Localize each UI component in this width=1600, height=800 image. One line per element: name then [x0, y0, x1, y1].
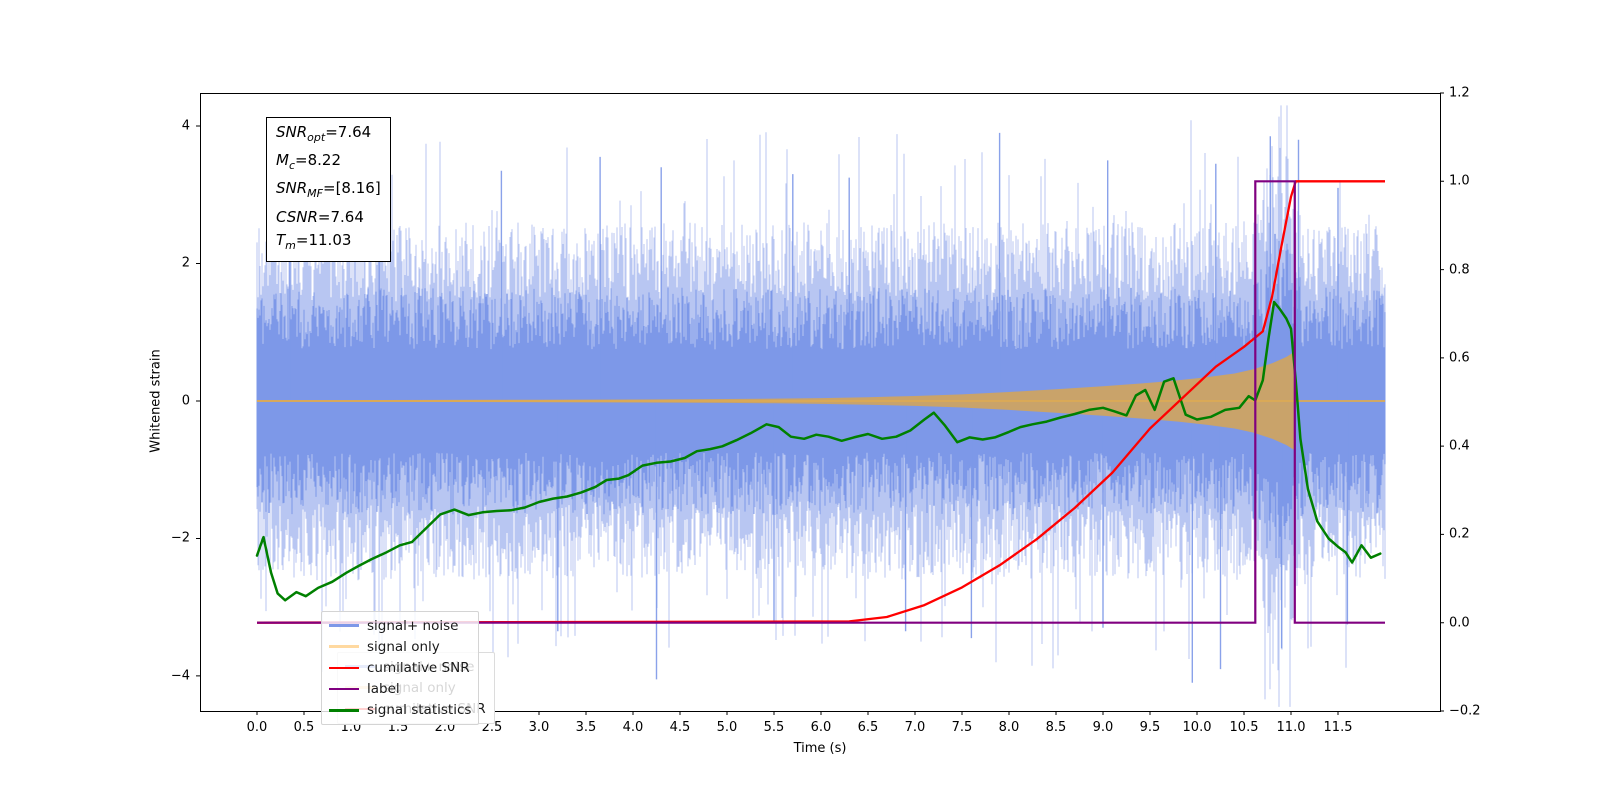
annotation-value: =7.64 [317, 207, 364, 226]
y-tick-label-left: 4 [181, 118, 190, 134]
annotation-var: CSNR [276, 207, 318, 226]
x-tick-label: 8.5 [1045, 720, 1067, 735]
annotation-line: SNRopt=7.64 [276, 121, 381, 149]
annotation-value: =[8.16] [323, 179, 381, 198]
y-tick-label-right: 1.2 [1449, 85, 1470, 101]
x-tick-label: 4.5 [669, 720, 691, 735]
series-signal-noise-spikes [289, 132, 1349, 683]
series-label [257, 180, 1385, 624]
annotation-subscript: opt [307, 131, 326, 144]
legend-item: signal+ noise [329, 615, 472, 636]
y-tick-label-right: 0.2 [1449, 526, 1470, 542]
annotation-var: T [276, 230, 286, 249]
legend-swatch-icon [329, 687, 359, 691]
x-tick-label: 2.5 [481, 720, 503, 735]
legend-item-label: signal only [367, 638, 440, 655]
annotation-subscript: c [288, 159, 296, 173]
x-tick-label: 11.5 [1323, 720, 1353, 735]
x-tick-label: 0.0 [246, 720, 268, 735]
x-tick-label: 10.5 [1229, 720, 1259, 735]
legend-item-label: signal statistics [367, 702, 472, 719]
annotation-box: SNRopt=7.64 Mc=8.22 SNRMF=[8.16] CSNR=7.64 T… [266, 117, 391, 263]
annotation-var: SNR [276, 123, 308, 141]
x-tick-label: 6.5 [857, 720, 879, 735]
x-axis-label: Time (s) [793, 741, 847, 756]
x-tick-label: 6.0 [810, 720, 832, 735]
y-axis-label: Whitened strain [148, 349, 164, 453]
x-tick-label: 9.0 [1092, 720, 1114, 735]
annotation-line: Mc=8.22 [276, 149, 381, 177]
annotation-value: =11.03 [295, 230, 352, 249]
legend-item: label [329, 679, 472, 700]
legend-swatch-icon [329, 666, 359, 670]
y-tick-label-right: 0.6 [1449, 350, 1470, 366]
legend-swatch-icon [329, 645, 359, 649]
y-tick-label-right: 1.0 [1449, 173, 1470, 189]
legend-item: cumilative SNR [329, 657, 472, 678]
annotation-subscript: MF [307, 187, 323, 201]
legend-item: signal statistics [329, 700, 472, 721]
legend-swatch-icon [329, 624, 359, 627]
x-tick-label: 9.5 [1139, 720, 1161, 735]
legend-item: signal only [329, 636, 472, 657]
legend-item-label: signal+ noise [367, 617, 459, 634]
y-tick-label-left: −2 [170, 530, 190, 546]
annotation-line: SNRMF=[8.16] [276, 177, 381, 205]
legend-item-label: cumilative SNR [367, 659, 470, 676]
legend: signal+ noise signal only cumilative SNR la… [321, 611, 479, 725]
x-tick-label: 3.5 [575, 720, 597, 735]
y-tick-label-right: 0.8 [1449, 262, 1470, 278]
x-tick-label: 7.5 [951, 720, 973, 735]
y-tick-label-right: −0.2 [1449, 703, 1481, 719]
series-cumulative-snr [256, 180, 1385, 624]
y-tick-label-left: −4 [170, 668, 190, 684]
x-tick-label: 5.0 [716, 720, 738, 735]
x-tick-label: 11.0 [1276, 720, 1306, 735]
annotation-value: =7.64 [325, 123, 372, 141]
legend-item-label: label [367, 681, 400, 698]
x-tick-label: 8.0 [998, 720, 1020, 735]
x-tick-label: 7.0 [904, 720, 926, 735]
x-tick-label: 10.0 [1182, 720, 1212, 735]
annotation-line: Tm=11.03 [276, 229, 381, 257]
y-tick-label-left: 2 [181, 255, 190, 271]
legend-swatch-icon [329, 709, 359, 712]
annotation-value: =8.22 [295, 151, 341, 170]
series-signal-statistics [255, 300, 1382, 602]
x-tick-label: 0.5 [293, 720, 315, 735]
x-tick-label: 3.0 [528, 720, 550, 735]
y-tick-label-right: 0.0 [1449, 615, 1470, 631]
annotation-var: M [276, 151, 289, 170]
annotation-subscript: m [285, 238, 296, 252]
x-tick-label: 5.5 [763, 720, 785, 735]
y-tick-label-left: 0 [181, 393, 190, 409]
annotation-line: CSNR=7.64 [276, 206, 381, 229]
annotation-var: SNR [276, 179, 308, 198]
y-tick-label-right: 0.4 [1449, 438, 1470, 454]
x-tick-label: 4.0 [622, 720, 644, 735]
